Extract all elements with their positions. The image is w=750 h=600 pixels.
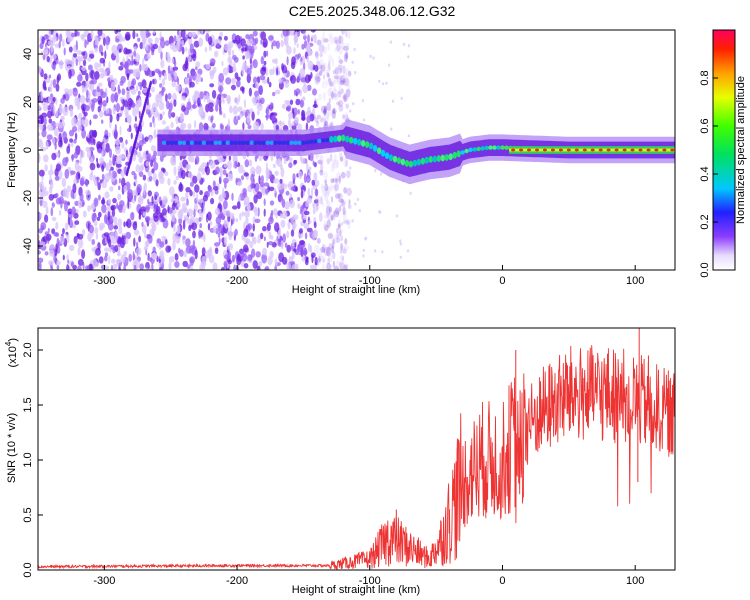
x-tick-label: -200 (226, 575, 248, 587)
x-tick-label: -200 (226, 275, 248, 287)
snr-plot-area (38, 328, 675, 570)
snr-x-ticks: -300 -200 -100 0 100 (93, 565, 644, 587)
snr-spikes (395, 328, 649, 541)
figure-title: C2E5.2025.348.06.12.G32 (289, 3, 456, 19)
snr-series-line (38, 345, 675, 570)
spectrogram-x-ticks: -300 -200 -100 0 100 (93, 265, 644, 287)
snr-scale-prefix: (x10 (7, 346, 19, 367)
spectrogram-signal-band (157, 118, 675, 185)
colorbar-label: Normalized spectral amplitude (735, 76, 747, 224)
svg-text:(x104): (x104) (4, 338, 19, 368)
colorbar-tick-label: 0.4 (699, 166, 711, 181)
snr-y-label: SNR (10 * v/v) (6, 413, 18, 483)
colorbar-tick-label: 0.6 (699, 118, 711, 133)
x-tick-label: 0 (499, 575, 505, 587)
x-tick-label: -100 (359, 575, 381, 587)
snr-y-ticks: 0.0 0.5 1.0 1.5 2.0 (22, 342, 43, 578)
x-tick-label: -300 (93, 275, 115, 287)
y-tick-label: 0 (22, 147, 34, 153)
snr-scale-exp: 4 (4, 341, 13, 346)
y-tick-label: 20 (22, 96, 34, 108)
colorbar-tick-label: 0.8 (699, 70, 711, 85)
spectrogram-diagonal-streak (125, 80, 152, 177)
snr-x-label: Height of straight line (km) (292, 584, 420, 596)
snr-scale-label: (x104) (4, 338, 19, 368)
x-tick-label: 100 (626, 275, 644, 287)
x-tick-label: 0 (499, 275, 505, 287)
y-tick-label: 0.5 (22, 507, 34, 522)
y-tick-label: 1.5 (22, 397, 34, 412)
y-tick-label: 1.0 (22, 452, 34, 467)
colorbar-ticks: 0.0 0.2 0.4 0.6 0.8 (699, 70, 718, 278)
x-tick-label: -100 (359, 275, 381, 287)
colorbar-tick-label: 0.2 (699, 214, 711, 229)
colorbar-gradient (712, 29, 736, 271)
signal-outer (157, 126, 675, 177)
colorbar-tick-label: 0.0 (699, 262, 711, 277)
spectrogram-y-ticks: -40 -20 0 20 40 (22, 48, 43, 254)
y-tick-label: 2.0 (22, 342, 34, 357)
y-tick-label: -20 (22, 190, 34, 206)
snr-panel: -300 -200 -100 0 100 0.0 0.5 1.0 1.5 2.0 Height … (4, 327, 676, 596)
snr-frame (37, 327, 676, 571)
x-tick-label: -300 (93, 575, 115, 587)
y-tick-label: 40 (22, 48, 34, 60)
colorbar: 0.0 0.2 0.4 0.6 0.8 Normalized spectral ampl… (699, 29, 747, 278)
y-tick-label: 0.0 (22, 562, 34, 577)
spectrogram-y-label: Frequency (Hz) (6, 112, 18, 188)
spectrogram-x-label: Height of straight line (km) (292, 284, 420, 296)
signal-flat-band (509, 146, 675, 154)
y-tick-label: -40 (22, 238, 34, 254)
x-tick-label: 100 (626, 575, 644, 587)
spectrogram-image (38, 30, 675, 270)
